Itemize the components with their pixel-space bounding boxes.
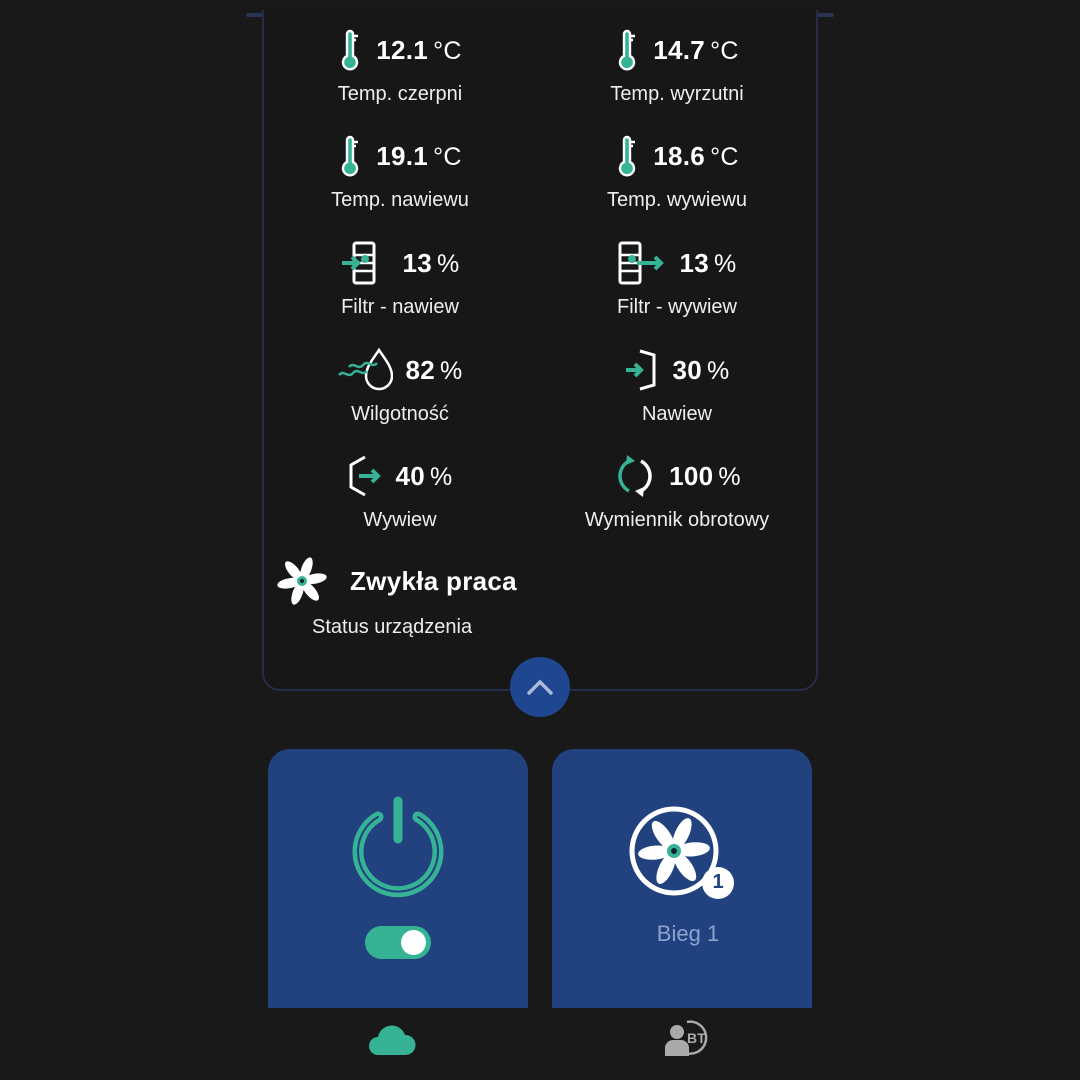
toggle-knob: [401, 930, 426, 955]
reading-value: 19.1 °C: [376, 140, 462, 171]
filter-exhaust-icon: [618, 241, 665, 285]
fan-speed-card[interactable]: 1 Bieg 1: [552, 749, 812, 1008]
fan-speed-icon: [629, 806, 734, 899]
reading-temp-supply: 19.1 °C Temp. nawiewu: [250, 131, 550, 212]
thermometer-icon: [619, 29, 637, 71]
thermometer-icon: [619, 135, 637, 177]
reading-humidity: 82% Wilgotność: [250, 345, 550, 426]
reading-label: Temp. wyrzutni: [610, 83, 744, 105]
power-icon: [352, 796, 444, 898]
readings-panel: [262, 10, 818, 691]
reading-value: 18.6 °C: [653, 140, 739, 171]
reading-exhaust-air: 40% Wywiew: [250, 451, 550, 532]
thermometer-icon: [342, 135, 360, 177]
reading-value: 12.1 °C: [376, 34, 462, 65]
reading-label: Wywiew: [363, 509, 437, 531]
filter-supply-icon: [342, 241, 376, 285]
reading-label: Temp. czerpni: [337, 83, 463, 105]
nav-cloud[interactable]: [362, 1018, 422, 1062]
fan-speed-label: Bieg 1: [656, 921, 720, 946]
reading-label: Filtr - wywiew: [617, 296, 737, 318]
device-status: Zwykła praca Status urządzenia: [276, 556, 517, 639]
supply-air-icon: [626, 349, 656, 391]
reading-rotary-exchanger: 100% Wymiennik obrotowy: [527, 451, 827, 532]
collapse-button[interactable]: [510, 657, 570, 717]
cloud-icon: [369, 1025, 416, 1055]
speed-badge: 1: [712, 871, 724, 893]
reading-temp-intake: 12.1 °C Temp. czerpni: [250, 25, 550, 106]
reading-value: 13%: [402, 247, 460, 278]
reading-value: 100%: [669, 460, 741, 491]
rotary-exchanger-icon: [618, 455, 652, 497]
reading-value: 82%: [405, 354, 463, 385]
exhaust-air-icon: [349, 455, 382, 497]
reading-label: Temp. nawiewu: [331, 189, 469, 211]
thermometer-icon: [342, 29, 360, 71]
nav-user-bluetooth[interactable]: BT: [658, 1016, 718, 1060]
reading-filter-supply: 13% Filtr - nawiew: [250, 238, 550, 319]
reading-value: 40%: [395, 460, 453, 491]
status-value: Zwykła praca: [350, 565, 517, 596]
reading-value: 13%: [679, 247, 737, 278]
reading-supply-air: 30% Nawiew: [527, 345, 827, 426]
reading-temp-exhaust-outlet: 14.7 °C Temp. wyrzutni: [527, 25, 827, 106]
power-card[interactable]: [268, 749, 528, 1008]
humidity-icon: [338, 347, 394, 391]
reading-label: Wymiennik obrotowy: [584, 509, 770, 531]
fan-icon: [277, 557, 327, 605]
power-toggle[interactable]: [365, 926, 431, 959]
reading-filter-exhaust: 13% Filtr - wywiew: [527, 238, 827, 319]
status-label: Status urządzenia: [312, 616, 473, 638]
chevron-up-icon: [527, 679, 553, 695]
reading-label: Nawiew: [641, 403, 713, 425]
reading-value: 30%: [672, 354, 730, 385]
reading-label: Temp. wywiewu: [606, 189, 748, 211]
reading-value: 14.7 °C: [653, 34, 739, 65]
reading-label: Filtr - nawiew: [341, 296, 459, 318]
svg-text:BT: BT: [687, 1030, 706, 1046]
user-bluetooth-icon: BT: [665, 1020, 708, 1056]
reading-label: Wilgotność: [351, 403, 449, 425]
reading-temp-extract: 18.6 °C Temp. wywiewu: [527, 131, 827, 212]
